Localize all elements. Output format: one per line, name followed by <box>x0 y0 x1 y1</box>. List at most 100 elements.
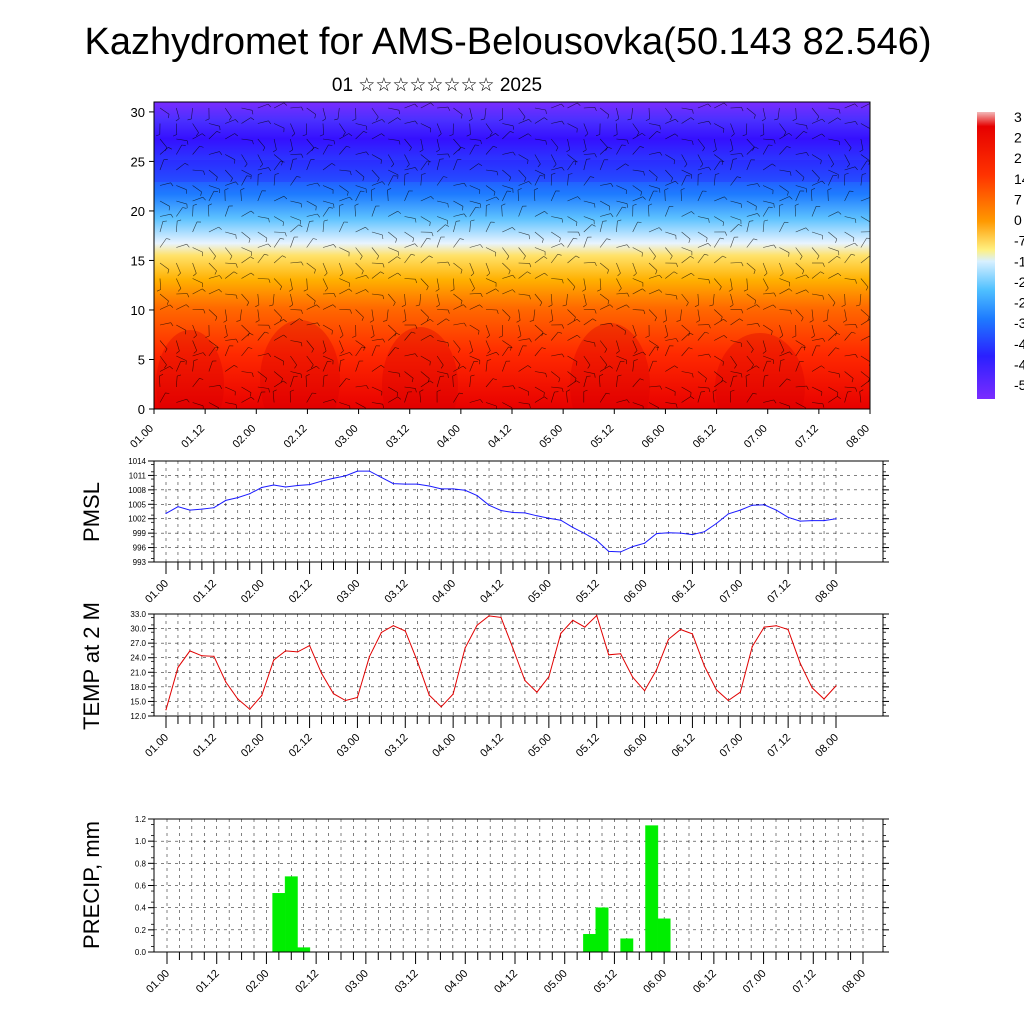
x-tick-label: 07.00 <box>717 578 745 606</box>
wind-barb <box>257 231 268 239</box>
wind-barb <box>192 169 204 172</box>
precip-series <box>272 825 671 953</box>
wind-barb-feather <box>529 263 532 268</box>
wind-barb-feather <box>218 226 222 230</box>
wind-barb <box>176 138 188 141</box>
wind-barb-feather <box>607 269 609 274</box>
wind-barb <box>551 166 562 171</box>
wind-barb <box>290 371 302 375</box>
wind-barb <box>762 123 765 135</box>
wind-barb <box>534 293 543 303</box>
wind-barb-feather <box>186 140 189 145</box>
wind-barb-feather <box>592 318 597 322</box>
wind-barb-feather <box>480 293 483 298</box>
wind-barb-feather <box>340 350 344 354</box>
wind-barb-feather <box>314 269 316 274</box>
y-tick-label: 10 <box>131 303 145 318</box>
wind-barb <box>273 138 277 150</box>
wind-barb <box>257 216 269 219</box>
temp-point <box>464 647 466 649</box>
wind-barb <box>730 107 742 109</box>
wind-barb-feather <box>549 320 554 323</box>
wind-barb-feather <box>283 195 288 200</box>
pmsl-point <box>273 484 275 486</box>
wind-barb <box>860 154 870 162</box>
wind-barb-feather <box>658 227 663 231</box>
wind-barb <box>306 355 314 365</box>
wind-barb <box>599 238 607 248</box>
wind-barb <box>730 224 739 233</box>
wind-barb <box>208 262 217 272</box>
wind-barb-feather <box>527 365 532 369</box>
wind-barb-feather <box>366 385 369 390</box>
wind-barb-feather <box>576 319 581 322</box>
wind-barb-feather <box>544 272 548 276</box>
wind-barb-feather <box>447 153 450 158</box>
wind-barb-feather <box>487 359 492 361</box>
wind-barb-feather <box>298 224 303 227</box>
wind-barb <box>176 144 183 155</box>
wind-barb <box>795 152 807 155</box>
wind-barb <box>746 221 750 233</box>
x-tick-label: 02.12 <box>287 578 315 606</box>
wind-barb <box>192 340 198 351</box>
wind-barb-feather <box>382 263 385 268</box>
wind-barb <box>306 304 317 310</box>
wind-barb-feather <box>624 330 626 335</box>
wind-barb-feather <box>648 203 653 206</box>
wind-barb-feather <box>381 181 386 185</box>
wind-barb <box>583 153 595 155</box>
wind-barb <box>583 262 595 264</box>
wind-barb <box>583 216 595 221</box>
wind-barb-feather <box>855 304 860 307</box>
wind-barb <box>713 278 722 287</box>
wind-barb <box>518 271 528 279</box>
wind-barb-feather <box>594 262 597 267</box>
wind-barb-feather <box>753 114 756 119</box>
temp-grid <box>154 613 883 717</box>
wind-barb-feather <box>396 256 401 259</box>
wind-barb <box>665 271 675 279</box>
wind-barb-feather <box>185 304 190 308</box>
wind-barb-feather <box>493 378 497 381</box>
wind-barb-feather <box>280 160 285 163</box>
wind-barb <box>502 346 509 357</box>
wind-barb <box>502 340 512 347</box>
wind-barb-feather <box>457 364 461 369</box>
wind-barb <box>599 375 601 388</box>
wind-barb-feather <box>780 359 785 361</box>
wind-barb-feather <box>428 255 433 258</box>
wind-barb-feather <box>361 346 366 349</box>
wind-barb <box>632 133 643 140</box>
wind-barb <box>469 399 481 403</box>
wind-barb <box>436 123 442 134</box>
wind-barb <box>208 123 220 127</box>
temp-point <box>620 653 622 655</box>
wind-barb <box>257 293 260 305</box>
wind-barb <box>339 360 341 372</box>
wind-barb <box>518 365 528 372</box>
temp-point <box>261 695 263 697</box>
wind-barb <box>436 318 447 326</box>
wind-barb-feather <box>274 173 279 175</box>
wind-barb <box>225 154 236 160</box>
wind-barb-feather <box>376 255 380 260</box>
colorbar-strip <box>977 112 995 399</box>
wind-barb <box>859 391 862 403</box>
wind-barb <box>436 236 442 248</box>
wind-barb-feather <box>391 163 395 168</box>
wind-barb <box>159 182 171 186</box>
wind-barb-feather <box>429 361 431 366</box>
wind-barb-feather <box>848 147 852 152</box>
x-tick-label: 04.12 <box>492 968 520 996</box>
wind-barb <box>371 386 383 392</box>
wind-barb-feather <box>534 188 539 191</box>
wind-barb <box>811 247 820 257</box>
wind-barb <box>469 200 481 205</box>
wind-barb <box>844 254 852 264</box>
wind-barb-feather <box>429 222 431 227</box>
wind-barb-feather <box>586 158 591 160</box>
wind-barb <box>355 226 366 233</box>
wind-barb-feather <box>523 255 526 260</box>
